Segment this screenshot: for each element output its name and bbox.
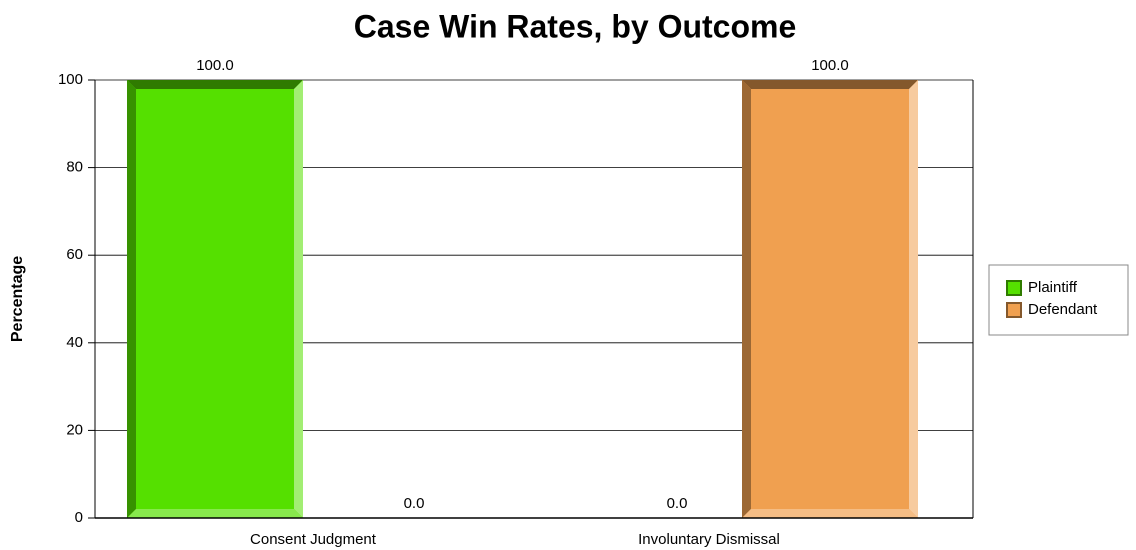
- bar-bevel: [909, 80, 918, 518]
- value-label: 100.0: [196, 57, 234, 74]
- bar-bevel: [127, 509, 303, 518]
- bar-bevel: [742, 80, 918, 89]
- value-label: 0.0: [667, 495, 688, 512]
- x-tick-label: Involuntary Dismissal: [638, 531, 780, 548]
- bar-bevel: [742, 509, 918, 518]
- legend-label: Plaintiff: [1028, 279, 1078, 296]
- value-label: 100.0: [811, 57, 849, 74]
- y-tick-label: 40: [66, 334, 83, 351]
- y-tick-label: 100: [58, 71, 83, 88]
- legend-box: [988, 264, 1129, 336]
- legend-label: Defendant: [1028, 301, 1098, 318]
- x-tick-label: Consent Judgment: [250, 531, 377, 548]
- y-tick-label: 0: [75, 509, 83, 526]
- bar-bevel: [127, 80, 303, 89]
- bar-bevel: [742, 80, 751, 518]
- bar: [742, 80, 918, 518]
- value-label: 0.0: [404, 495, 425, 512]
- y-axis-label: Percentage: [9, 256, 26, 342]
- y-tick-label: 20: [66, 421, 83, 438]
- y-tick-label: 80: [66, 159, 83, 176]
- chart-title: Case Win Rates, by Outcome: [354, 8, 797, 44]
- bar-bevel: [127, 80, 136, 518]
- legend-swatch: [1006, 280, 1022, 296]
- legend-swatch: [1006, 302, 1022, 318]
- bar-bevel: [294, 80, 303, 518]
- bar: [127, 80, 303, 518]
- y-tick-label: 60: [66, 246, 83, 263]
